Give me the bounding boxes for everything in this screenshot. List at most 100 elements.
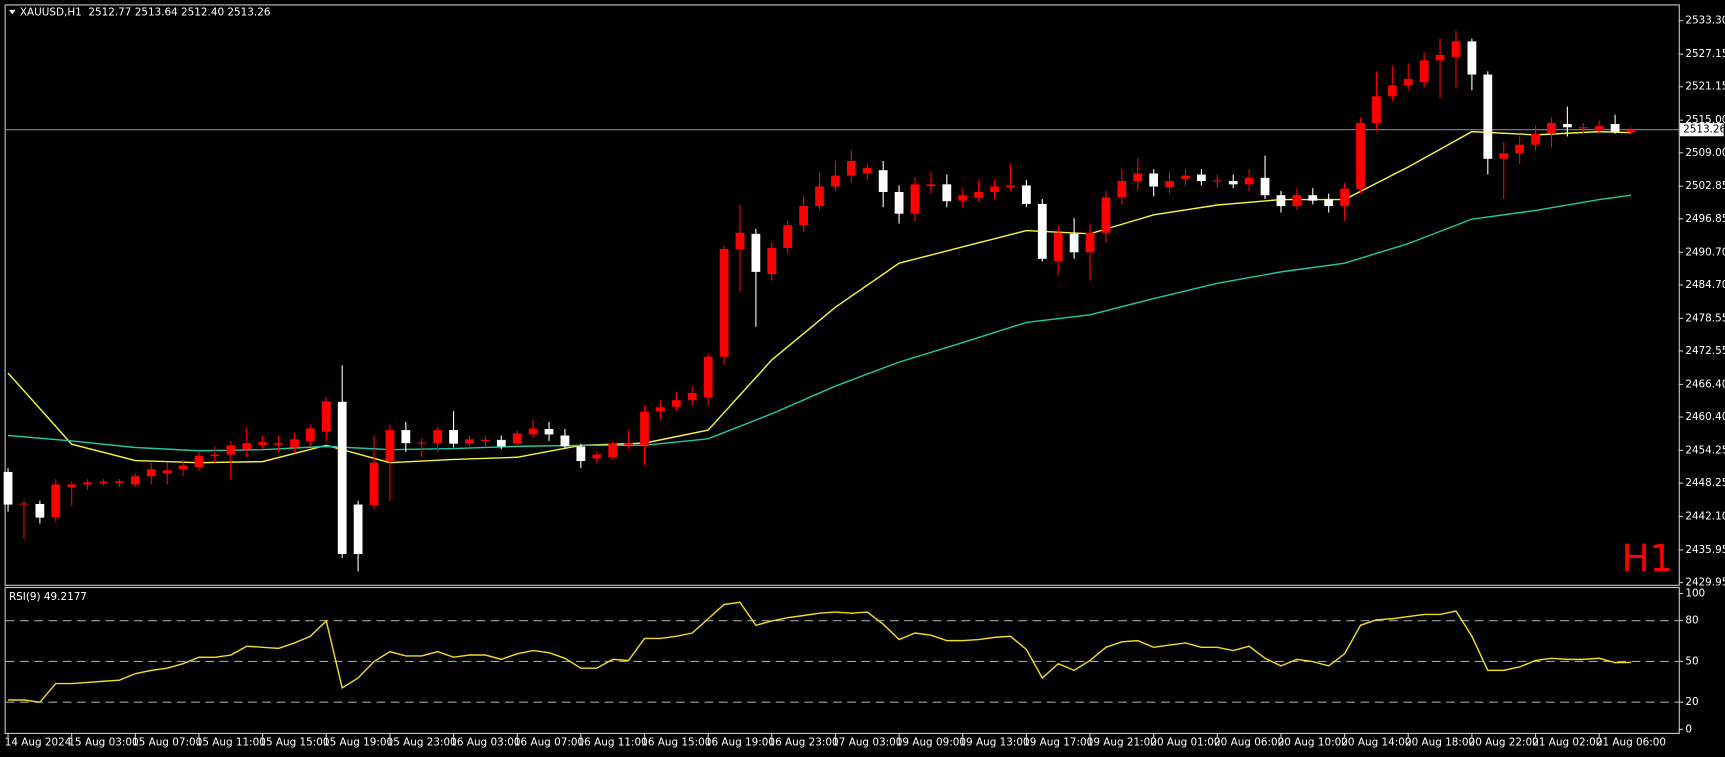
candle-body [1515, 144, 1525, 154]
candle-body [942, 184, 952, 202]
rsi-panel-border [4, 586, 1680, 734]
moving-average-line [7, 194, 1632, 452]
x-tick-label: 15 Aug 15:00 [259, 737, 329, 749]
candle-body [321, 401, 331, 432]
candle-body [130, 476, 140, 485]
candle-body [576, 446, 586, 462]
y-tick-label: 2533.30 [1685, 15, 1725, 27]
x-tick-label: 16 Aug 15:00 [641, 737, 711, 749]
candle-body [1021, 185, 1031, 204]
candle-body [3, 471, 13, 505]
candle-body [1451, 41, 1461, 58]
candle-body [19, 503, 29, 505]
y-tick-label: 2478.55 [1685, 312, 1725, 324]
y-tick-label: 0 [1685, 723, 1692, 735]
candle-body [910, 184, 920, 214]
candle-body [162, 470, 172, 474]
candle-body [687, 393, 697, 401]
candle-body [1228, 181, 1238, 185]
candle-body [846, 160, 856, 176]
candle-body [274, 443, 283, 445]
x-tick-label: 16 Aug 23:00 [769, 737, 839, 749]
x-tick-label: 19 Aug 09:00 [896, 737, 966, 749]
x-tick-label: 15 Aug 07:00 [132, 737, 202, 749]
x-tick-label: 16 Aug 03:00 [450, 737, 520, 749]
candle-body [67, 484, 77, 488]
candle-body [146, 469, 156, 477]
x-tick-label: 15 Aug 03:00 [68, 737, 138, 749]
current-price-box [1679, 123, 1724, 137]
candle-body [1149, 173, 1159, 187]
x-tick-label: 14 Aug 2024 [5, 737, 72, 749]
x-tick-label: 19 Aug 17:00 [1023, 737, 1093, 749]
candle-body [1324, 199, 1334, 207]
candle-body [1594, 126, 1604, 131]
candle-body [353, 504, 363, 555]
y-tick-label: 100 [1685, 587, 1705, 599]
candle-body [831, 175, 840, 187]
candle-body [1308, 195, 1318, 201]
candle-body [433, 430, 443, 444]
candle-body [1276, 195, 1286, 207]
candle-body [83, 482, 92, 485]
y-tick-label: 2460.40 [1685, 411, 1725, 423]
x-tick-label: 21 Aug 02:00 [1532, 737, 1602, 749]
candle-body [958, 195, 968, 201]
x-tick-label: 20 Aug 22:00 [1469, 737, 1539, 749]
x-tick-label: 16 Aug 19:00 [705, 737, 775, 749]
candle-body [1483, 74, 1493, 159]
candle-body [799, 206, 809, 226]
candle-body [226, 445, 236, 455]
candle-body [99, 481, 108, 484]
candle-body [1117, 181, 1127, 198]
y-tick-label: 2435.95 [1685, 544, 1725, 556]
candle-body [401, 430, 411, 444]
candle-body [51, 484, 61, 518]
x-tick-label: 16 Aug 11:00 [578, 737, 648, 749]
candle-body [1006, 185, 1015, 188]
candle-body [1562, 124, 1572, 128]
x-tick-label: 21 Aug 06:00 [1596, 737, 1666, 749]
candle-body [1372, 96, 1381, 123]
candle-body [417, 442, 427, 444]
candle-body [815, 186, 824, 207]
y-tick-label: 50 [1685, 655, 1698, 667]
candle-body [210, 454, 220, 457]
y-tick-label: 2472.55 [1685, 345, 1725, 357]
y-tick-label: 2454.25 [1685, 444, 1725, 456]
candle-body [1340, 188, 1349, 207]
candle-body [1435, 54, 1445, 61]
x-tick-label: 20 Aug 10:00 [1278, 737, 1348, 749]
candle-body [735, 232, 745, 250]
candle-body [624, 443, 633, 446]
candle-body [1403, 78, 1413, 86]
candle-body [926, 184, 936, 186]
candle-body [35, 504, 45, 518]
candle-body [1547, 122, 1556, 134]
candle-body [369, 462, 379, 506]
rsi-line [8, 601, 1632, 703]
candle-body [337, 401, 347, 555]
candle-body [305, 428, 315, 441]
candle-body [719, 249, 729, 357]
candle-body [242, 443, 252, 450]
candle-body [783, 225, 793, 248]
candle-body [512, 433, 522, 444]
candle-body [1610, 124, 1620, 132]
candle-body [1292, 195, 1302, 207]
candle-body [449, 430, 458, 444]
candle-body [528, 428, 538, 435]
x-tick-label: 15 Aug 11:00 [196, 737, 266, 749]
candle-body [1260, 177, 1270, 196]
candle-body [592, 454, 602, 459]
candle-body [1578, 127, 1588, 129]
candle-body [1181, 175, 1190, 179]
candle-body [496, 439, 506, 447]
candle-body [1133, 173, 1143, 182]
candle-body [862, 168, 872, 174]
y-tick-label: 2527.15 [1685, 48, 1725, 60]
candle-body [1085, 232, 1095, 253]
candle-body [465, 439, 474, 444]
candle-body [1037, 203, 1047, 259]
